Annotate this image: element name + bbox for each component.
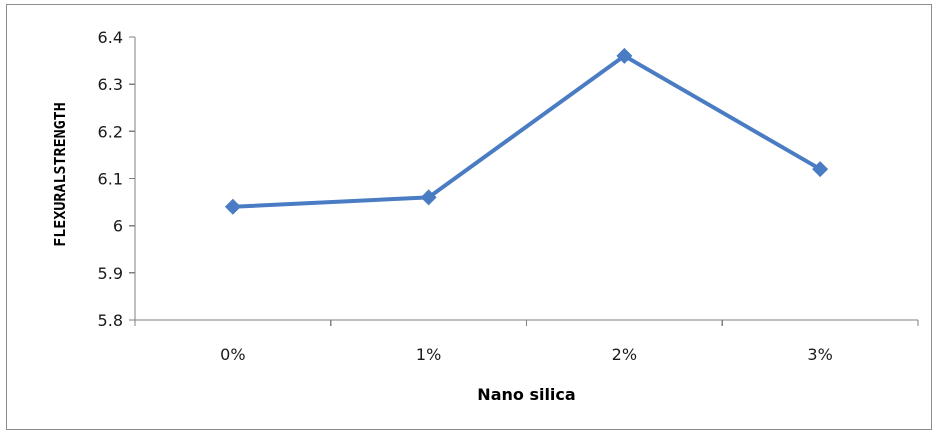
x-axis-title: Nano silica xyxy=(477,385,575,404)
series-group xyxy=(224,47,829,215)
axes xyxy=(134,37,918,321)
y-axis-title: FLEXURALSTRENGTH xyxy=(51,102,69,247)
y-axis-ticks: 5.8 5.9 6 6.1 6.2 6.3 6.4 xyxy=(98,28,135,330)
data-point-marker xyxy=(224,198,241,215)
series-line xyxy=(230,53,823,209)
y-tick-label: 6 xyxy=(113,217,123,236)
chart-frame xyxy=(6,4,932,430)
x-tick-label: 0% xyxy=(220,345,245,364)
data-point-marker xyxy=(616,47,633,64)
x-tick-label: 1% xyxy=(416,345,441,364)
y-tick-label: 6.2 xyxy=(98,122,123,141)
y-tick-label: 6.4 xyxy=(98,28,123,47)
y-tick-label: 5.8 xyxy=(98,311,123,330)
y-tick-label: 6.3 xyxy=(98,75,123,94)
y-tick-label: 5.9 xyxy=(98,264,123,283)
y-tick-label: 6.1 xyxy=(98,170,123,189)
x-tick-label: 2% xyxy=(612,345,637,364)
data-point-marker xyxy=(420,189,437,206)
x-axis-ticks: 0% 1% 2% 3% xyxy=(134,320,919,364)
x-tick-label: 3% xyxy=(807,345,832,364)
data-point-marker xyxy=(812,161,829,178)
